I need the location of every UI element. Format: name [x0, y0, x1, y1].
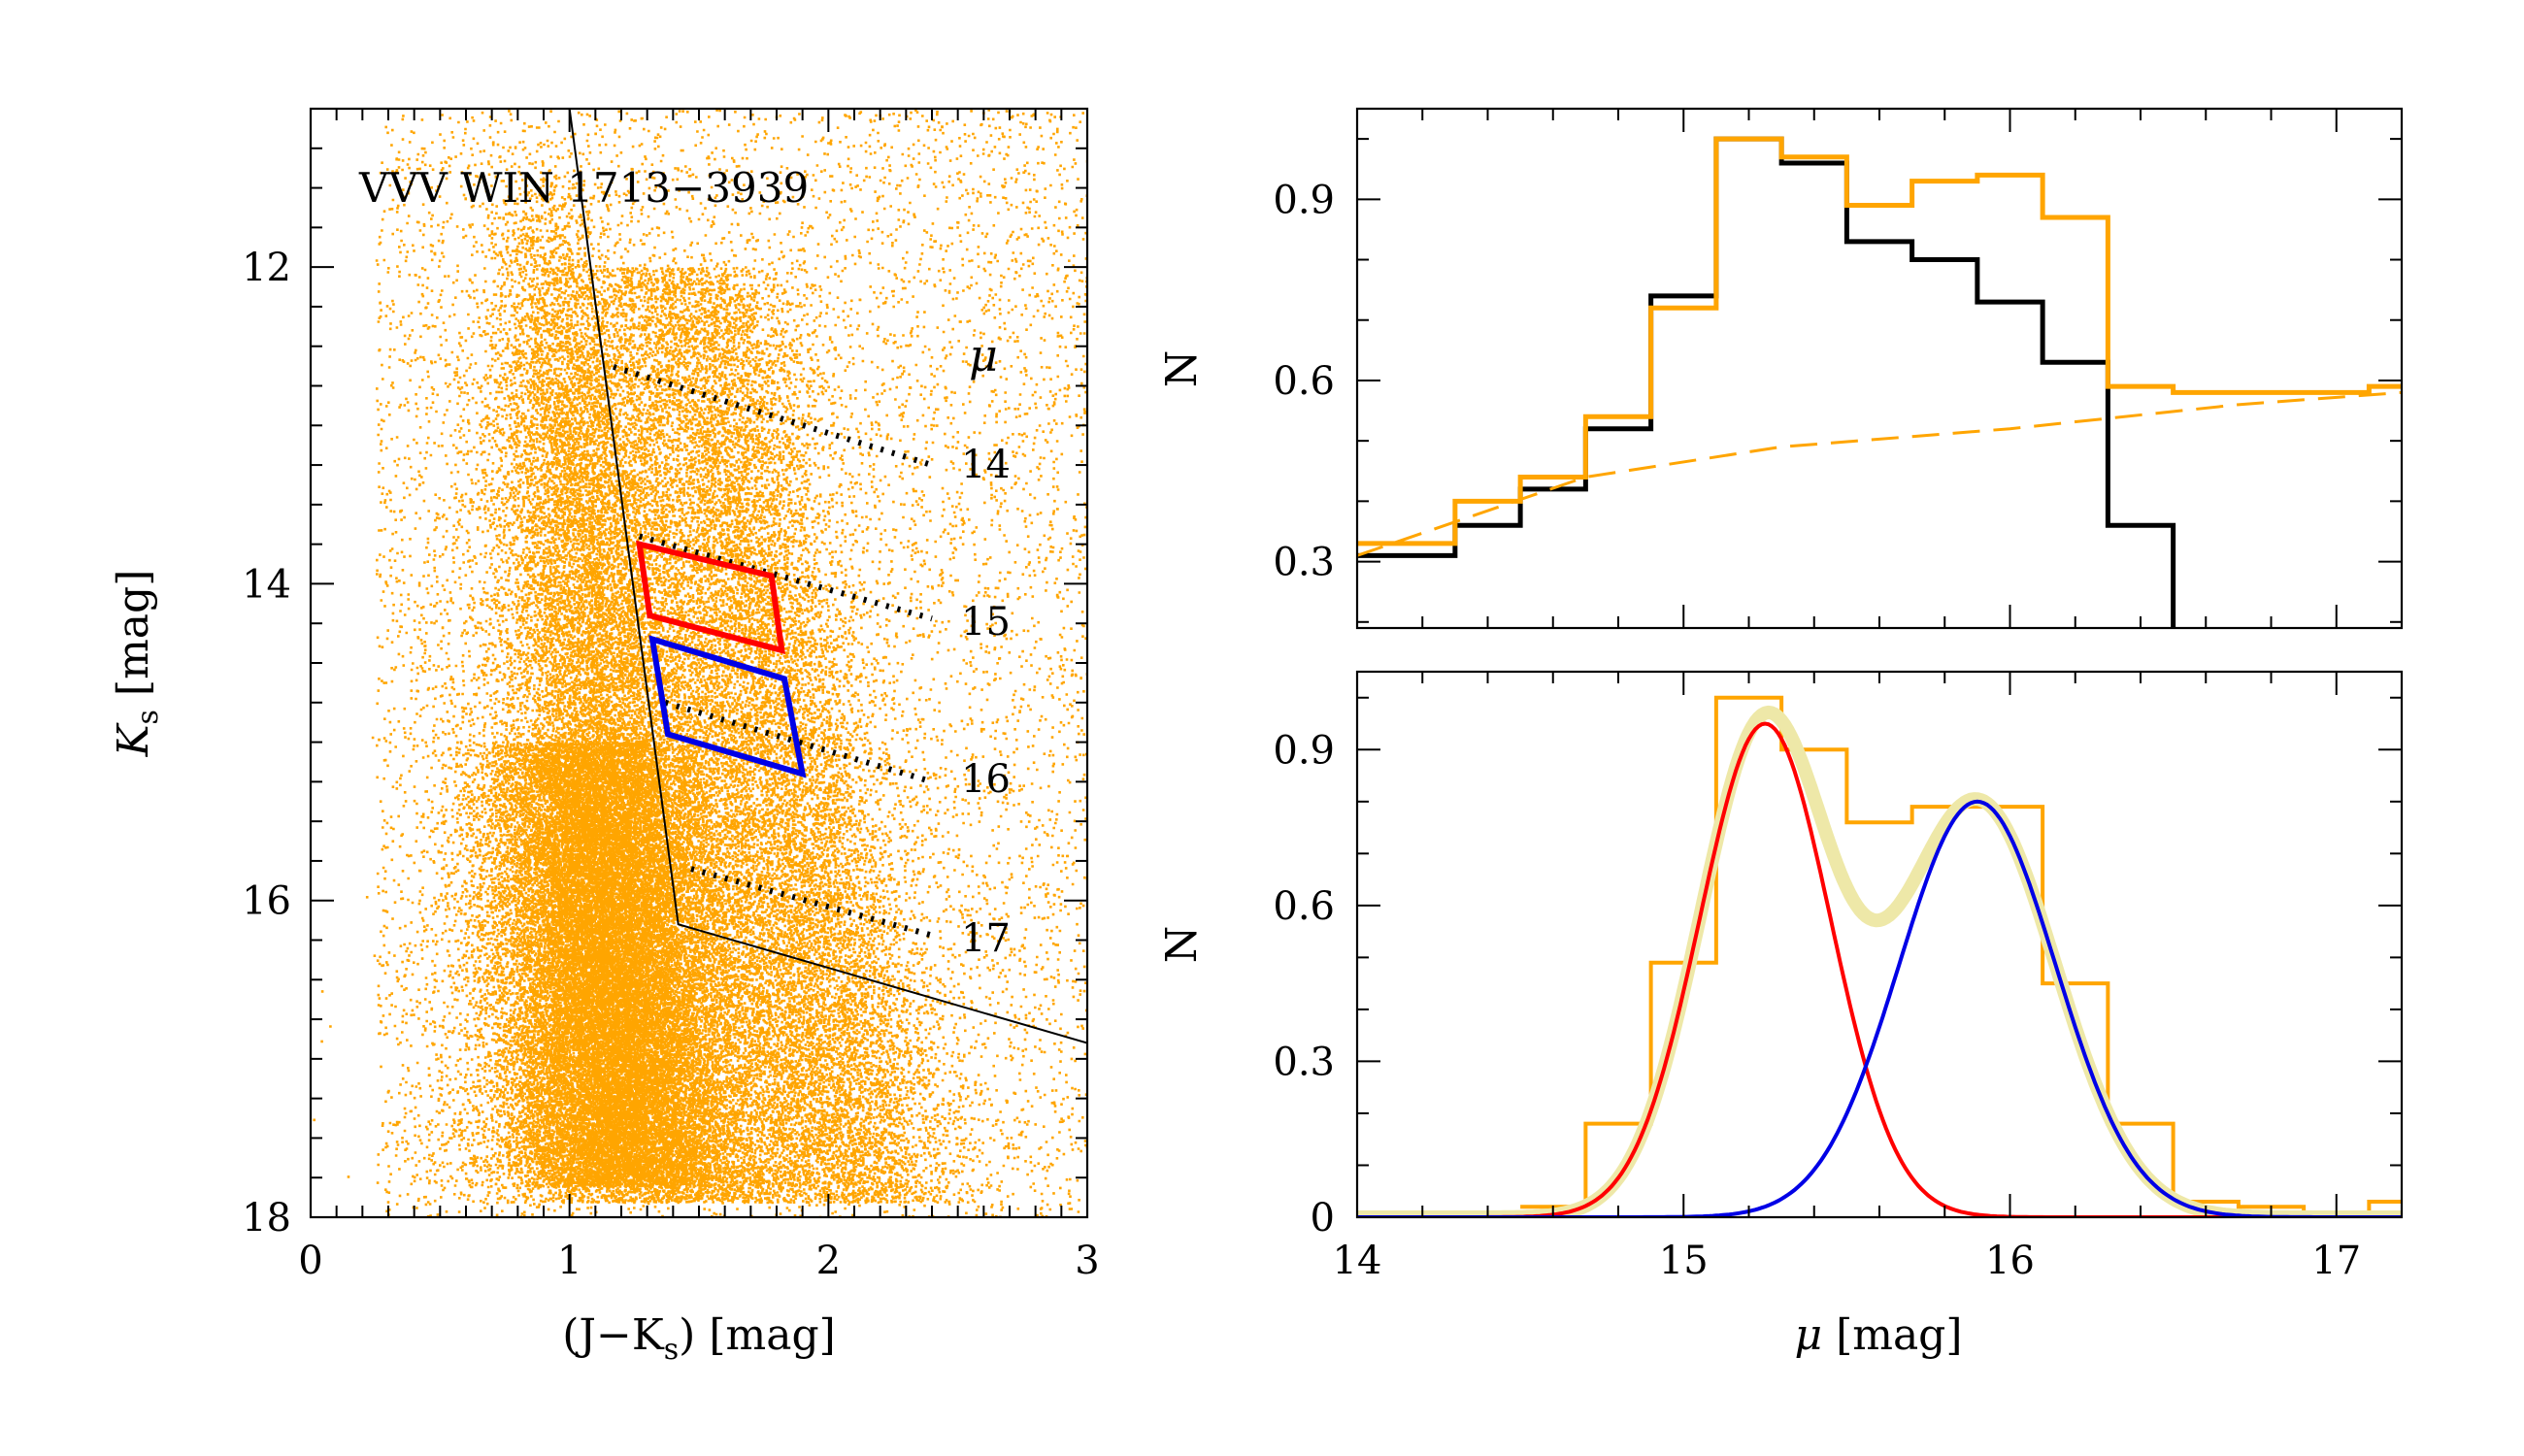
bottom-x-axis-title: μ [mag]	[1794, 1310, 1962, 1360]
bottom-series	[1357, 698, 2402, 1217]
bottom-orange-histogram	[1520, 698, 2402, 1217]
top-tick-labels: 0.3 0.6 0.9	[1273, 178, 1335, 584]
cmd-y-axis-title: Ks [mag]	[109, 570, 165, 758]
cmd-x-tick-label: 0	[298, 1239, 322, 1283]
cmd-y-tick-label: 18	[242, 1196, 291, 1241]
bottom-x-tick-label: 16	[1985, 1239, 2035, 1283]
bottom-y-tick-label: 0.9	[1273, 728, 1335, 773]
combined-fit-curve	[1357, 712, 2402, 1217]
cmd-y-tick-label: 14	[242, 562, 291, 607]
bottom-y-tick-label: 0.6	[1273, 884, 1335, 929]
top-y-tick-label: 0.3	[1273, 541, 1335, 585]
mu-header: μ	[969, 329, 998, 381]
cmd-star-cloud	[313, 109, 1089, 1220]
top-series	[1357, 139, 2435, 712]
mu-label-16: 16	[961, 757, 1011, 802]
bottom-ticks	[1357, 672, 2402, 1217]
cmd-x-tick-label: 2	[816, 1239, 841, 1283]
cmd-x-axis-title: (J−Ks) [mag]	[562, 1310, 836, 1367]
bottom-y-tick-label: 0	[1311, 1196, 1335, 1241]
top-orange-dashed-background	[1357, 392, 2402, 555]
top-y-axis-title: N	[1157, 350, 1207, 388]
bottom-x-tick-label: 15	[1659, 1239, 1709, 1283]
cmd-x-tick-label: 1	[557, 1239, 581, 1283]
cmd-title: VVV WIN 1713−3939	[358, 164, 809, 212]
top-orange-histogram	[1357, 139, 2435, 544]
mu-label-17: 17	[961, 916, 1011, 961]
top-y-tick-label: 0.6	[1273, 359, 1335, 404]
top-frame	[1357, 109, 2402, 628]
cmd-y-tick-label: 16	[242, 879, 291, 924]
top-histogram-panel: 0.3 0.6 0.9 N	[1157, 109, 2435, 712]
mu-label-14: 14	[961, 443, 1011, 487]
bottom-histogram-panel: 0 0.3 0.6 0.9 14 15 16 17 N μ [mag]	[1157, 672, 2402, 1360]
blue-gaussian-curve	[1357, 802, 2402, 1217]
top-ticks	[1357, 109, 2402, 628]
cmd-y-tick-label: 12	[242, 246, 291, 290]
red-gaussian-curve	[1357, 724, 2402, 1218]
top-y-tick-label: 0.9	[1273, 178, 1335, 222]
bottom-y-axis-title: N	[1157, 926, 1207, 964]
bottom-frame	[1357, 672, 2402, 1217]
cmd-stars	[313, 109, 1089, 1220]
bottom-x-tick-label: 14	[1333, 1239, 1382, 1283]
cmd-x-tick-label: 3	[1075, 1239, 1099, 1283]
bottom-y-tick-label: 0.3	[1273, 1040, 1335, 1084]
bottom-x-tick-label: 17	[2311, 1239, 2361, 1283]
mu-label-15: 15	[961, 600, 1011, 645]
